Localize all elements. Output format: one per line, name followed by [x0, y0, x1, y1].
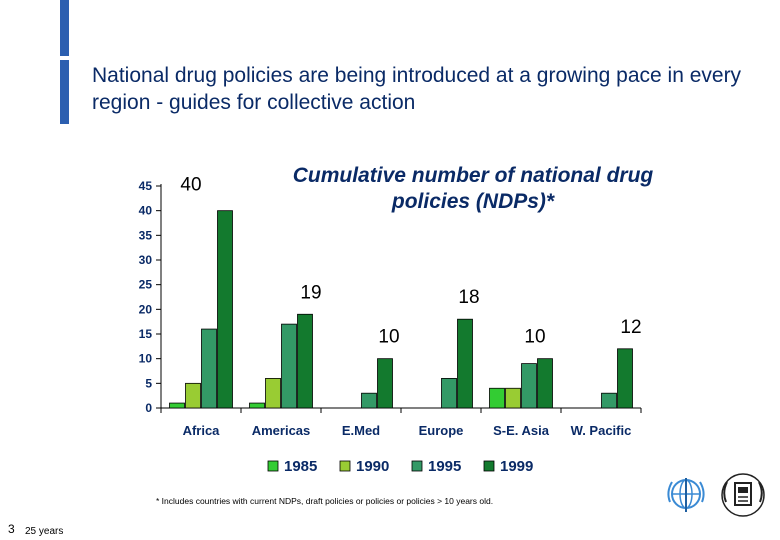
y-tick-label: 35	[139, 228, 153, 242]
bar-1990-s-e-asia	[505, 387, 521, 409]
legend-swatch-1990	[339, 460, 351, 472]
who-emblem-icon	[667, 478, 705, 512]
legend-swatch-1995	[411, 460, 423, 472]
organization-emblem-icon	[721, 473, 765, 517]
bar-1995-africa	[201, 328, 217, 409]
x-category-label: Europe	[419, 423, 464, 438]
bar-1995-americas	[281, 323, 297, 409]
bar-1985-s-e-asia	[489, 387, 505, 409]
y-tick-label: 45	[139, 179, 153, 193]
slide-title: National drug policies are being introdu…	[92, 64, 742, 114]
bar-1995-e-med	[361, 392, 377, 409]
y-tick-label: 10	[139, 352, 153, 366]
y-tick-label: 30	[139, 253, 153, 267]
y-tick-label: 25	[139, 278, 153, 292]
bar-1999-e-med	[377, 358, 393, 409]
bar-1990-americas	[265, 377, 281, 409]
slide-number: 3	[8, 522, 15, 536]
bar-1985-americas	[249, 402, 265, 409]
legend-label-1999: 1999	[500, 458, 533, 475]
accent-bar-bottom	[60, 60, 69, 124]
legend-label-1985: 1985	[284, 458, 317, 475]
data-label: 12	[620, 317, 641, 338]
data-label: 40	[180, 175, 201, 196]
bar-1990-africa	[185, 382, 201, 409]
accent-bar-top	[60, 0, 69, 56]
legend-swatch-1985	[267, 460, 279, 472]
y-tick-label: 15	[139, 327, 153, 341]
legend-swatch-1999	[483, 460, 495, 472]
bar-1995-w-pacific	[601, 392, 617, 409]
bar-1999-s-e-asia	[537, 358, 553, 409]
data-label: 18	[458, 287, 479, 308]
bar-1995-europe	[441, 377, 457, 409]
bar-1995-s-e-asia	[521, 363, 537, 409]
legend-label-1995: 1995	[428, 458, 461, 475]
y-tick-label: 20	[139, 302, 153, 316]
bar-1999-w-pacific	[617, 348, 633, 409]
legend-label-1990: 1990	[356, 458, 389, 475]
bar-1985-africa	[169, 402, 185, 409]
footnote: * Includes countries with current NDPs, …	[156, 496, 494, 506]
bar-1999-africa	[217, 210, 233, 409]
x-category-label: W. Pacific	[571, 423, 632, 438]
x-category-label: S-E. Asia	[493, 423, 550, 438]
tagline: 25 years	[25, 526, 64, 537]
x-category-label: Africa	[183, 423, 221, 438]
data-label: 19	[300, 282, 321, 303]
y-tick-label: 40	[139, 204, 153, 218]
chart-title: Cumulative number of national drug polic…	[292, 164, 654, 213]
x-category-label: Americas	[252, 423, 311, 438]
y-tick-label: 5	[145, 376, 152, 390]
x-category-label: E.Med	[342, 423, 380, 438]
y-tick-label: 0	[145, 401, 152, 415]
bar-1999-americas	[297, 313, 313, 409]
data-label: 10	[524, 327, 545, 348]
data-label: 10	[378, 327, 399, 348]
bar-1999-europe	[457, 318, 473, 409]
